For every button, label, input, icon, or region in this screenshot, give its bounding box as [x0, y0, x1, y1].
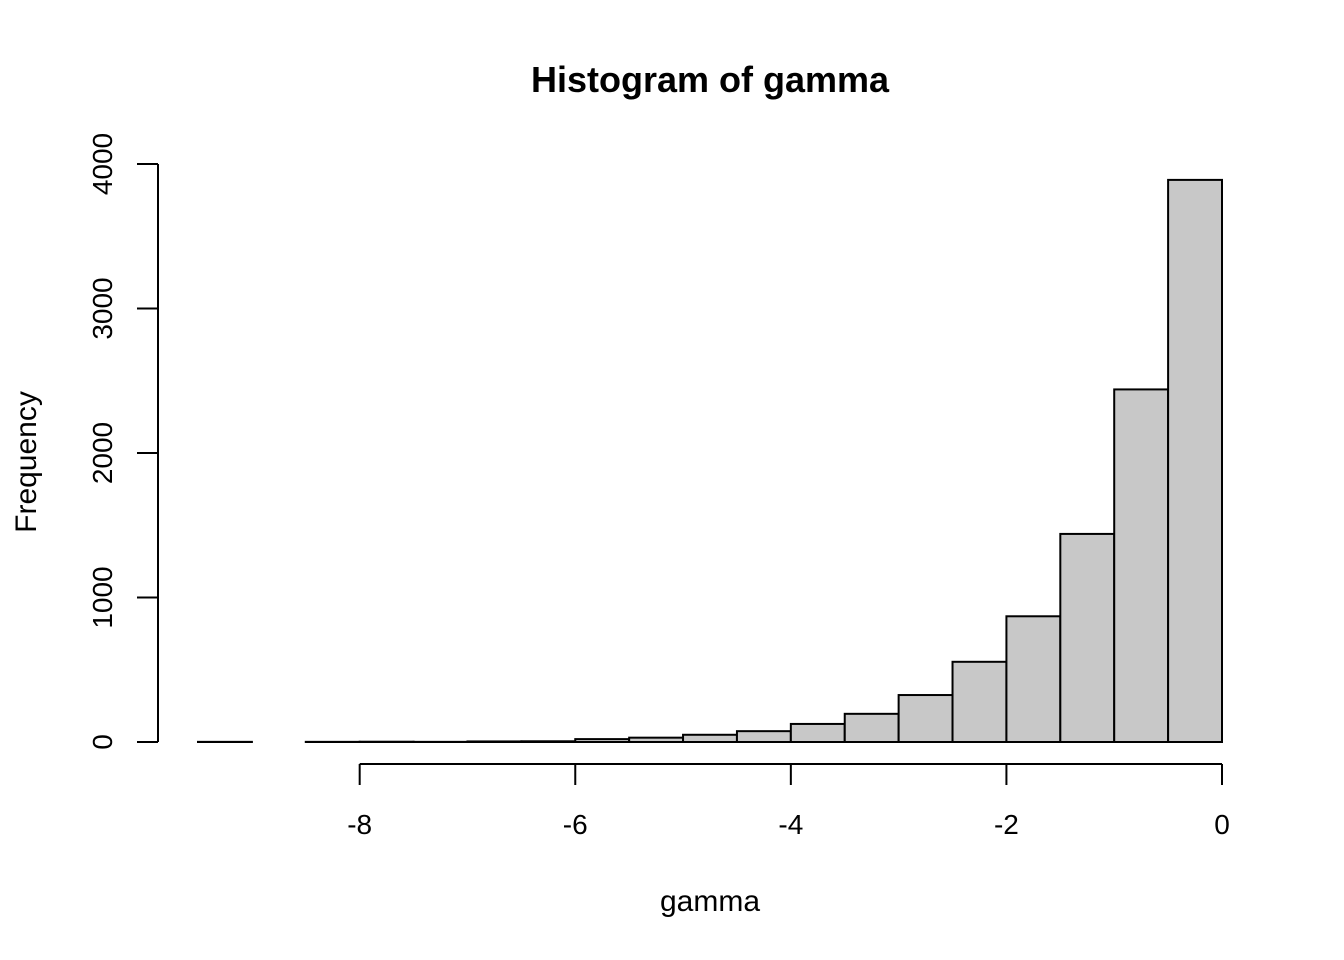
x-tick-label: -6 — [563, 809, 588, 840]
x-tick-label: 0 — [1214, 809, 1230, 840]
y-tick-label: 3000 — [87, 277, 118, 339]
histogram-bar — [466, 740, 523, 743]
x-tick-label: -4 — [778, 809, 803, 840]
x-axis: -8 -6 -4 -2 0 — [347, 763, 1230, 840]
histogram-bar — [574, 738, 631, 743]
x-axis-label: gamma — [660, 885, 760, 918]
bar-group — [197, 178, 1223, 744]
histogram-bar — [951, 660, 1008, 743]
y-tick-label: 1000 — [87, 566, 118, 628]
y-tick-label: 2000 — [87, 422, 118, 484]
histogram-bar — [789, 722, 846, 743]
histogram-bar — [628, 736, 685, 743]
y-axis-label: Frequency — [10, 391, 43, 533]
histogram-bar — [520, 740, 577, 744]
chart-title: Histogram of gamma — [531, 59, 890, 100]
histogram-bar — [682, 733, 738, 744]
histogram-bar — [843, 712, 900, 744]
x-tick-label: -2 — [994, 809, 1019, 840]
histogram-bar — [1113, 388, 1170, 743]
y-tick-label: 0 — [87, 734, 118, 750]
histogram-bar — [897, 694, 954, 743]
histogram-bar — [735, 730, 792, 743]
histogram-bar — [1167, 178, 1223, 743]
x-tick-label: -8 — [347, 809, 372, 840]
y-axis: 0 1000 2000 3000 4000 — [87, 133, 159, 750]
histogram-bar — [1005, 615, 1062, 743]
y-tick-label: 4000 — [87, 133, 118, 195]
histogram-bar — [1059, 532, 1116, 743]
